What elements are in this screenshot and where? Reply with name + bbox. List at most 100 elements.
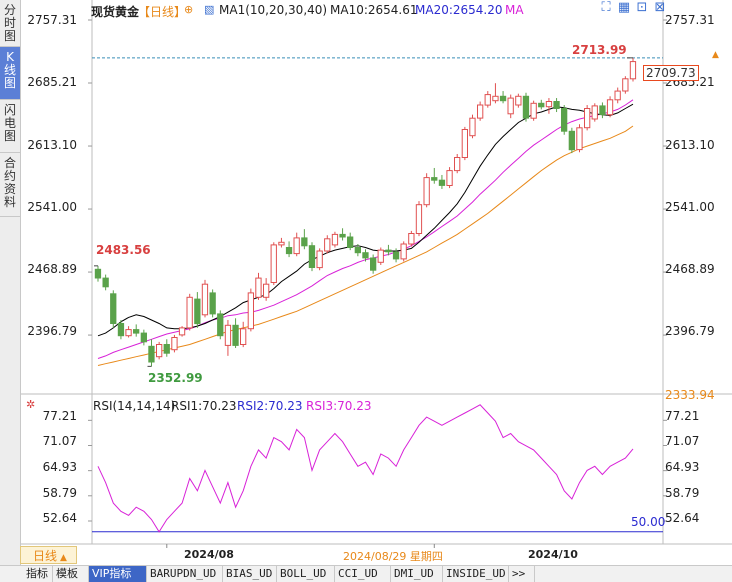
candle-down bbox=[194, 298, 201, 325]
rsi-axis-label: 77.21 bbox=[665, 409, 700, 423]
rsi-title[interactable]: RSI(14,14,14) bbox=[93, 399, 176, 413]
indicator-tab[interactable]: CCI_UD bbox=[335, 566, 391, 582]
left-price-label: 2396.79 bbox=[27, 324, 77, 338]
candle-down bbox=[438, 179, 446, 186]
price-axis-label: 2757.31 bbox=[665, 13, 715, 27]
candle-down bbox=[285, 247, 293, 255]
price-axis-label: 2541.00 bbox=[665, 200, 715, 214]
price-arrow-icon: ▲ bbox=[712, 50, 719, 60]
rsi-left-label: 77.21 bbox=[42, 409, 77, 423]
ma20-line bbox=[97, 99, 634, 359]
candle-up bbox=[125, 329, 132, 337]
indicator-tab[interactable]: 指标 bbox=[23, 566, 53, 582]
rsi-axis-label: 64.93 bbox=[665, 460, 700, 474]
candle-up bbox=[515, 95, 522, 106]
candle-down bbox=[163, 344, 170, 354]
candle-down bbox=[209, 292, 216, 315]
chart-canvas[interactable] bbox=[21, 0, 732, 565]
candle-down bbox=[522, 95, 530, 119]
ma10-line bbox=[97, 103, 634, 337]
left-price-label: 2541.00 bbox=[27, 200, 77, 214]
candle-down bbox=[561, 108, 568, 132]
chart-area[interactable]: 现货黄金 【日线】 ⊕ ▧ MA1(10,20,30,40) MA10:2654… bbox=[20, 0, 732, 565]
price-axis-label: 2396.79 bbox=[665, 324, 715, 338]
candle-down bbox=[148, 345, 155, 363]
candle-up bbox=[178, 327, 186, 336]
rsi-axis-label: 58.79 bbox=[665, 486, 700, 500]
candle-up bbox=[622, 78, 629, 92]
candle-down bbox=[94, 268, 102, 279]
candle-down bbox=[347, 236, 354, 248]
candle-up bbox=[201, 283, 209, 316]
rsi-settings-icon[interactable]: ✲ bbox=[26, 398, 36, 411]
view-tab-3[interactable]: 合约资料 bbox=[0, 153, 20, 217]
rsi2-readout: RSI2:70.23 bbox=[237, 399, 303, 413]
caret-up-icon: ▲ bbox=[60, 553, 67, 563]
candle-up bbox=[316, 250, 323, 269]
candle-down bbox=[117, 323, 125, 337]
candle-up bbox=[530, 102, 537, 119]
candle-up bbox=[331, 233, 339, 246]
candle-down bbox=[354, 247, 362, 254]
candle-up bbox=[270, 244, 277, 283]
indicator-tab[interactable]: DMI_UD bbox=[391, 566, 443, 582]
candle-down bbox=[392, 251, 400, 260]
ma-extra-readout: MA bbox=[505, 3, 524, 17]
ma-settings[interactable]: MA1(10,20,30,40) bbox=[219, 3, 328, 17]
candle-up bbox=[614, 90, 621, 101]
candle-down bbox=[499, 95, 507, 102]
rsi-axis-label: 71.07 bbox=[665, 434, 700, 448]
candle-down bbox=[339, 233, 346, 238]
indicator-tab[interactable]: >> bbox=[509, 566, 535, 582]
candle-up bbox=[377, 249, 384, 263]
date-label: 2024/10 bbox=[528, 548, 578, 561]
rsi1-readout: RSI1:70.23 bbox=[171, 399, 237, 413]
close-icon[interactable]: ⊠ bbox=[654, 0, 666, 15]
candle-up bbox=[171, 337, 178, 351]
candle-up bbox=[484, 94, 491, 106]
indicator-tab[interactable]: BOLL_UD bbox=[277, 566, 335, 582]
indicator-tab[interactable]: BARUPDN_UD bbox=[147, 566, 223, 582]
view-tab-char: 合 bbox=[3, 156, 16, 170]
candle-down bbox=[370, 257, 377, 271]
lock-icon[interactable]: ⊡ bbox=[636, 0, 648, 15]
view-tab-2[interactable]: 闪电图 bbox=[0, 100, 20, 153]
period-tag[interactable]: 【日线】 bbox=[138, 5, 187, 19]
candle-down bbox=[599, 105, 606, 116]
candle-up bbox=[240, 328, 247, 345]
left-price-label: 2757.31 bbox=[27, 13, 77, 27]
high-price-annotation: 2713.99 bbox=[572, 43, 627, 57]
indicator-tab[interactable]: INSIDE_UD bbox=[443, 566, 509, 582]
view-tab-char: K bbox=[6, 50, 14, 64]
view-tab-char: 电 bbox=[3, 116, 16, 130]
target-icon[interactable]: ⊕ bbox=[184, 3, 194, 16]
line-chart-icon[interactable]: ▧ bbox=[204, 3, 215, 16]
grid-icon[interactable]: ▦ bbox=[617, 0, 631, 15]
view-tab-char: 线 bbox=[3, 63, 16, 77]
candle-down bbox=[568, 130, 576, 151]
indicator-tab[interactable]: 模板 bbox=[53, 566, 89, 582]
indicator-tab[interactable]: VIP指标 bbox=[89, 566, 147, 582]
view-tab-char: 图 bbox=[3, 129, 16, 143]
ma30-line bbox=[97, 125, 634, 366]
ma10-readout: MA10:2654.61 bbox=[330, 3, 418, 17]
candle-up bbox=[454, 157, 461, 172]
expand-icon[interactable]: ⛶ bbox=[601, 0, 611, 15]
candle-up bbox=[293, 237, 300, 255]
candle-up bbox=[415, 204, 423, 234]
candle-down bbox=[217, 313, 224, 337]
left-price-label: 2685.21 bbox=[27, 75, 77, 89]
period-label: 日线 bbox=[33, 549, 58, 563]
start-price-annotation: 2483.56 bbox=[96, 243, 151, 257]
period-selector[interactable]: 日线 ▲ bbox=[20, 546, 77, 564]
ma20-readout: MA20:2654.20 bbox=[415, 3, 503, 17]
candle-up bbox=[545, 101, 553, 108]
view-tab-char: 分 bbox=[3, 3, 16, 17]
rsi-left-label: 71.07 bbox=[42, 434, 77, 448]
view-tab-0[interactable]: 分时图 bbox=[0, 0, 20, 47]
candle-up bbox=[400, 243, 407, 260]
indicator-tab[interactable]: BIAS_UD bbox=[223, 566, 277, 582]
candle-up bbox=[477, 104, 484, 119]
